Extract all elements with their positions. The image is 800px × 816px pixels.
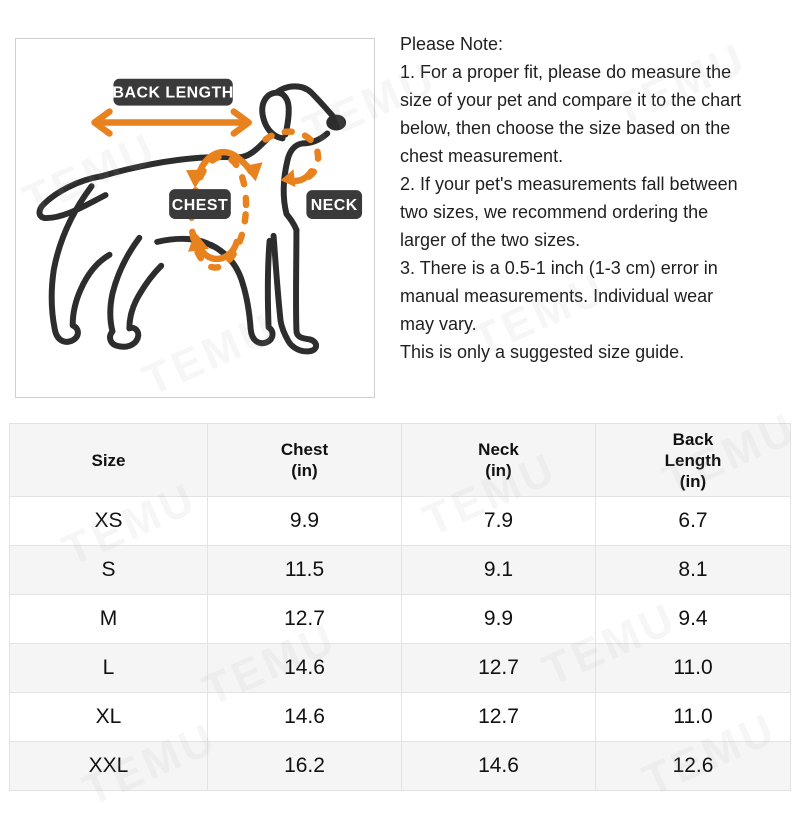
chest-label-box [169,189,231,219]
dog-hind-leg-far [107,234,165,350]
cell-size: S [9,545,208,595]
please-note-section: Please Note: 1. For a proper fit, please… [400,30,800,366]
cell-chest: 14.6 [207,643,402,693]
cell-chest: 9.9 [207,496,402,546]
header-back-line3: (in) [679,471,707,491]
back-length-label: BACK LENGTH [113,85,234,102]
note-item-3: 3. There is a 0.5-1 inch (1-3 cm) error … [400,258,718,334]
back-length-arrowhead-left [91,108,113,137]
dog-nose [326,114,347,131]
header-back-line2: Length [664,450,722,470]
diagram-labels: BACK LENGTH CHEST NECK [113,78,363,219]
dog-front-leg-near [270,226,319,355]
cell-neck: 14.6 [401,741,596,791]
cell-size: XXL [9,741,208,791]
back-length-label-box [113,78,233,106]
chest-label: CHEST [172,197,228,214]
cell-neck: 12.7 [401,643,596,693]
table-row-xs: XS 9.9 7.9 6.7 [9,496,791,546]
header-chest-line1: Chest [280,440,329,459]
dog-back [98,134,272,180]
cell-back-length: 8.1 [595,545,791,595]
header-chest-line2: (in) [291,461,318,480]
cell-size: L [9,643,208,693]
table-row-m: M 12.7 9.9 9.4 [9,594,791,644]
cell-back-length: 11.0 [595,692,791,742]
table-row-l: L 14.6 12.7 11.0 [9,643,791,693]
neck-arrowhead [280,169,296,188]
cell-chest: 16.2 [207,741,402,791]
cell-size: XL [9,692,208,742]
table-row-xxl: XXL 16.2 14.6 12.6 [9,741,791,791]
cell-chest: 14.6 [207,692,402,742]
dog-head [273,83,337,120]
note-item-1: 1. For a proper fit, please do measure t… [400,62,742,166]
dog-hind-leg-near [48,183,113,345]
back-length-arrowhead-right [230,108,252,137]
header-back-line1: Back [672,429,714,449]
header-neck-line1: Neck [478,440,519,459]
cell-size: M [9,594,208,644]
chest-top-right-arrowhead [242,162,263,182]
cell-back-length: 6.7 [595,496,791,546]
neck-label-box [306,190,363,219]
column-header-chest: Chest (in) [207,423,402,497]
chest-bottom-arrowhead [188,231,209,252]
annotation-arrowheads [186,162,296,252]
dog-belly [154,235,215,249]
dog-front-leg-far [207,237,276,347]
neck-label: NECK [311,197,358,214]
cell-back-length: 11.0 [595,643,791,693]
column-header-back-length: Back Length (in) [595,423,791,497]
cell-neck: 7.9 [401,496,596,546]
cell-neck: 9.1 [401,545,596,595]
cell-chest: 12.7 [207,594,402,644]
header-neck-line2: (in) [485,461,512,480]
cell-neck: 9.9 [401,594,596,644]
table-row-xl: XL 14.6 12.7 11.0 [9,692,791,742]
size-chart-table: Size Chest (in) Neck (in) Back Length (i… [9,423,791,791]
chest-top-left-arrowhead [186,169,207,189]
cell-neck: 12.7 [401,692,596,742]
dog-measurement-diagram: BACK LENGTH CHEST NECK [36,78,363,355]
column-header-size: Size [9,423,208,497]
note-item-2: 2. If your pet's measurements fall betwe… [400,174,738,250]
measurement-illustration-panel: BACK LENGTH CHEST NECK [15,38,375,398]
column-header-neck: Neck (in) [401,423,596,497]
table-row-s: S 11.5 9.1 8.1 [9,545,791,595]
cell-chest: 11.5 [207,545,402,595]
header-row: Size Chest (in) Neck (in) Back Length (i… [9,423,791,497]
cell-back-length: 9.4 [595,594,791,644]
cell-back-length: 12.6 [595,741,791,791]
note-item-4: This is only a suggested size guide. [400,342,685,362]
notes-title: Please Note: [400,34,504,54]
header-size-line: Size [91,450,126,470]
cell-size: XS [9,496,208,546]
